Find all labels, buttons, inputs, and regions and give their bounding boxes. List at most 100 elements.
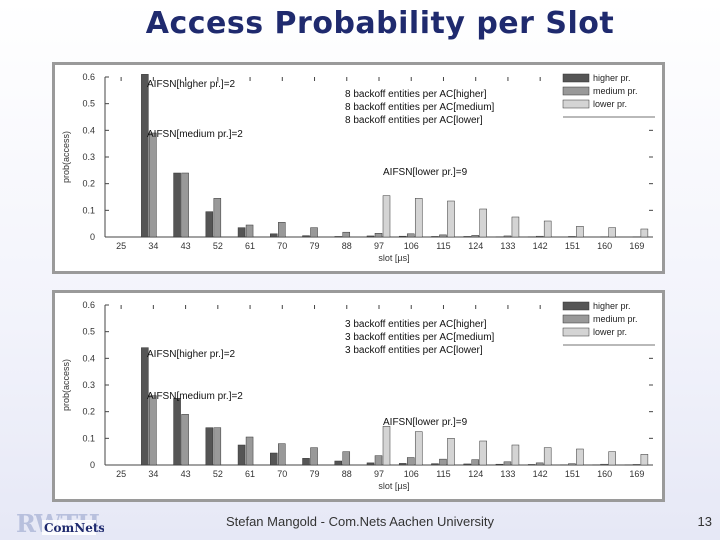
x-tick-label: 34 — [148, 469, 158, 479]
backoff-entities-label: 3 backoff entities per AC[higher] — [345, 319, 487, 330]
bar-medium — [374, 233, 383, 238]
bar-medium — [439, 458, 447, 466]
y-tick-label: 0.5 — [82, 327, 95, 337]
bar-higher — [463, 236, 471, 238]
bar-lower — [511, 444, 520, 466]
bar-medium — [149, 395, 157, 466]
bar-lower — [511, 216, 520, 238]
legend-swatch — [562, 301, 590, 311]
aifsn-annotation: AIFSN[medium pr.]=2 — [147, 129, 243, 140]
bar-higher — [398, 235, 407, 238]
bar-higher — [366, 235, 375, 238]
bar-higher — [431, 236, 439, 238]
x-tick-label: 142 — [533, 241, 548, 251]
chart-bottom-panel: 0 0.1 0.2 0.3 0.4 0.5 0.6 prob(access) 25 34 43 52 6… — [52, 290, 665, 502]
y-tick-label: 0.2 — [82, 407, 95, 417]
aifsn-annotation: AIFSN[higher pr.]=2 — [147, 79, 236, 90]
bar-lower — [382, 195, 391, 238]
chart-bottom: 0 0.1 0.2 0.3 0.4 0.5 0.6 prob(access) 25 34 43 52 6… — [61, 299, 657, 491]
legend-swatch — [562, 86, 590, 96]
bar-medium — [213, 198, 222, 238]
bar-medium — [181, 172, 189, 238]
bar-medium — [503, 235, 512, 238]
bar-medium — [149, 132, 157, 238]
bar-medium — [342, 231, 351, 238]
legend-entry: lower pr. — [593, 327, 627, 337]
bar-higher — [237, 227, 246, 238]
bar-lower — [576, 448, 584, 466]
y-axis-label: prob(access) — [61, 359, 71, 411]
bar-higher — [141, 74, 149, 238]
rwth-comnets-logo: RWTH ComNets — [16, 509, 104, 538]
bar-lower — [447, 200, 455, 238]
bar-medium — [278, 222, 286, 238]
x-tick-label: 70 — [277, 241, 287, 251]
bar-medium — [535, 462, 544, 466]
backoff-entities-label: 8 backoff entities per AC[higher] — [345, 89, 487, 100]
x-tick-label: 97 — [374, 469, 384, 479]
x-tick-label: 106 — [404, 469, 419, 479]
bar-medium — [600, 463, 608, 466]
bar-higher — [366, 462, 375, 466]
y-tick-label: 0 — [90, 232, 95, 242]
bar-lower — [640, 454, 649, 466]
bar-medium — [568, 236, 576, 238]
bar-lower — [608, 451, 616, 466]
x-tick-label: 97 — [374, 241, 384, 251]
bar-higher — [173, 398, 181, 466]
x-tick-label: 88 — [342, 469, 352, 479]
backoff-entities-label: 8 backoff entities per AC[medium] — [345, 102, 495, 113]
bar-medium — [342, 451, 351, 466]
bar-higher — [173, 172, 181, 238]
x-tick-label: 160 — [597, 241, 612, 251]
bar-higher — [527, 464, 536, 466]
bar-lower — [382, 426, 391, 466]
y-tick-label: 0.5 — [82, 99, 95, 109]
bar-lower — [479, 440, 487, 466]
x-tick-label: 151 — [565, 241, 580, 251]
x-tick-label: 34 — [148, 241, 158, 251]
y-tick-label: 0 — [90, 460, 95, 470]
x-tick-label: 142 — [533, 469, 548, 479]
y-tick-label: 0.1 — [82, 205, 95, 215]
x-tick-label: 133 — [500, 241, 515, 251]
bar-medium — [245, 436, 254, 466]
aifsn-annotation: AIFSN[lower pr.]=9 — [383, 167, 468, 178]
x-tick-label: 79 — [310, 469, 320, 479]
bar-medium — [310, 447, 318, 466]
y-tick-label: 0.2 — [82, 179, 95, 189]
bar-lower — [576, 226, 584, 238]
x-tick-label: 115 — [436, 241, 450, 251]
bar-medium — [278, 443, 286, 466]
bar-medium — [535, 235, 544, 238]
aifsn-annotation: AIFSN[higher pr.]=2 — [147, 349, 236, 360]
x-tick-label: 52 — [213, 241, 223, 251]
bar-higher — [431, 463, 439, 466]
x-tick-label: 124 — [468, 469, 483, 479]
x-axis-label: slot [µs] — [378, 481, 409, 491]
bar-medium — [213, 427, 222, 466]
y-tick-label: 0.1 — [82, 433, 95, 443]
x-tick-label: 43 — [181, 241, 191, 251]
x-tick-label: 61 — [245, 469, 255, 479]
bar-higher — [205, 211, 214, 238]
bar-medium — [471, 459, 479, 466]
x-tick-label: 25 — [116, 241, 126, 251]
legend-swatch — [562, 73, 590, 83]
y-tick-label: 0.4 — [82, 125, 95, 135]
bar-medium — [568, 463, 576, 466]
bar-higher — [495, 463, 504, 466]
bar-higher — [302, 458, 310, 466]
bar-lower — [414, 198, 423, 238]
aifsn-annotation: AIFSN[lower pr.]=9 — [383, 417, 468, 428]
x-tick-label: 43 — [181, 469, 191, 479]
footer-text: Stefan Mangold - Com.Nets Aachen Univers… — [225, 514, 495, 529]
bar-lower — [608, 227, 616, 238]
x-axis-label: slot [µs] — [378, 253, 409, 263]
x-tick-label: 160 — [597, 469, 612, 479]
x-tick-label: 169 — [629, 469, 644, 479]
bar-lower — [414, 431, 423, 466]
bar-higher — [334, 460, 343, 466]
x-tick-label: 169 — [629, 241, 644, 251]
x-tick-label: 88 — [342, 241, 352, 251]
